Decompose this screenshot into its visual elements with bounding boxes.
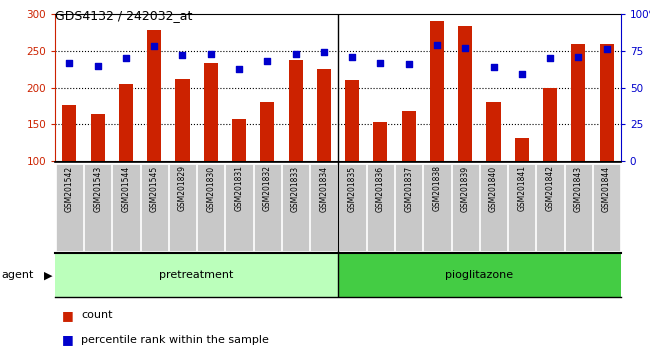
- Bar: [119, 84, 133, 161]
- FancyBboxPatch shape: [339, 164, 366, 251]
- FancyBboxPatch shape: [56, 164, 83, 251]
- Point: [488, 64, 499, 70]
- Bar: [402, 111, 416, 161]
- Text: GSM201543: GSM201543: [93, 165, 102, 212]
- FancyBboxPatch shape: [140, 164, 168, 251]
- Point: [517, 72, 527, 77]
- Text: GSM201836: GSM201836: [376, 165, 385, 212]
- FancyBboxPatch shape: [367, 164, 394, 251]
- Text: ■: ■: [62, 333, 73, 346]
- Bar: [345, 80, 359, 161]
- FancyBboxPatch shape: [338, 253, 621, 297]
- Point: [545, 55, 555, 61]
- Bar: [147, 30, 161, 161]
- FancyBboxPatch shape: [480, 164, 507, 251]
- FancyBboxPatch shape: [593, 164, 620, 251]
- Text: GDS4132 / 242032_at: GDS4132 / 242032_at: [55, 9, 192, 22]
- Text: GSM201839: GSM201839: [461, 165, 470, 212]
- Bar: [203, 63, 218, 161]
- Bar: [232, 119, 246, 161]
- Bar: [260, 102, 274, 161]
- Text: ■: ■: [62, 309, 73, 321]
- FancyBboxPatch shape: [395, 164, 422, 251]
- Point: [149, 44, 159, 49]
- Point: [573, 54, 584, 59]
- FancyBboxPatch shape: [452, 164, 479, 251]
- Text: GSM201829: GSM201829: [178, 165, 187, 211]
- FancyBboxPatch shape: [197, 164, 224, 251]
- Text: GSM201838: GSM201838: [432, 165, 441, 211]
- Text: count: count: [81, 310, 112, 320]
- FancyBboxPatch shape: [84, 164, 111, 251]
- Text: GSM201840: GSM201840: [489, 165, 498, 212]
- Text: GSM201833: GSM201833: [291, 165, 300, 212]
- FancyBboxPatch shape: [55, 253, 338, 297]
- Bar: [90, 114, 105, 161]
- Bar: [62, 105, 77, 161]
- Text: GSM201834: GSM201834: [319, 165, 328, 212]
- Point: [262, 58, 272, 64]
- Bar: [176, 79, 190, 161]
- Point: [234, 66, 244, 72]
- Bar: [430, 21, 444, 161]
- Point: [205, 51, 216, 57]
- Point: [177, 52, 188, 58]
- FancyBboxPatch shape: [508, 164, 536, 251]
- Bar: [289, 60, 303, 161]
- Text: ▶: ▶: [44, 270, 52, 280]
- Text: GSM201835: GSM201835: [348, 165, 357, 212]
- Text: GSM201837: GSM201837: [404, 165, 413, 212]
- Text: GSM201542: GSM201542: [65, 165, 74, 212]
- Bar: [486, 102, 500, 161]
- FancyBboxPatch shape: [310, 164, 337, 251]
- Text: pioglitazone: pioglitazone: [445, 270, 514, 280]
- Point: [375, 60, 385, 65]
- Point: [121, 55, 131, 61]
- FancyBboxPatch shape: [423, 164, 450, 251]
- Point: [460, 45, 471, 51]
- Point: [64, 60, 75, 65]
- Text: percentile rank within the sample: percentile rank within the sample: [81, 335, 269, 345]
- FancyBboxPatch shape: [254, 164, 281, 251]
- Text: GSM201844: GSM201844: [602, 165, 611, 212]
- Text: GSM201841: GSM201841: [517, 165, 526, 211]
- Bar: [515, 138, 529, 161]
- Text: GSM201545: GSM201545: [150, 165, 159, 212]
- Point: [601, 47, 612, 52]
- Text: GSM201544: GSM201544: [122, 165, 131, 212]
- Bar: [599, 44, 614, 161]
- Bar: [543, 88, 557, 161]
- Text: GSM201842: GSM201842: [545, 165, 554, 211]
- Text: GSM201830: GSM201830: [206, 165, 215, 212]
- FancyBboxPatch shape: [169, 164, 196, 251]
- Text: GSM201832: GSM201832: [263, 165, 272, 211]
- Text: GSM201843: GSM201843: [574, 165, 583, 212]
- Point: [404, 61, 414, 67]
- Point: [291, 51, 301, 57]
- FancyBboxPatch shape: [226, 164, 253, 251]
- FancyBboxPatch shape: [282, 164, 309, 251]
- Point: [347, 54, 358, 59]
- Text: agent: agent: [1, 270, 34, 280]
- Bar: [373, 122, 387, 161]
- Text: pretreatment: pretreatment: [159, 270, 234, 280]
- Bar: [458, 26, 473, 161]
- FancyBboxPatch shape: [112, 164, 140, 251]
- Text: GSM201831: GSM201831: [235, 165, 244, 211]
- Bar: [571, 44, 586, 161]
- Bar: [317, 69, 331, 161]
- Point: [318, 50, 329, 55]
- Point: [92, 63, 103, 68]
- FancyBboxPatch shape: [565, 164, 592, 251]
- FancyBboxPatch shape: [536, 164, 564, 251]
- Point: [432, 42, 442, 48]
